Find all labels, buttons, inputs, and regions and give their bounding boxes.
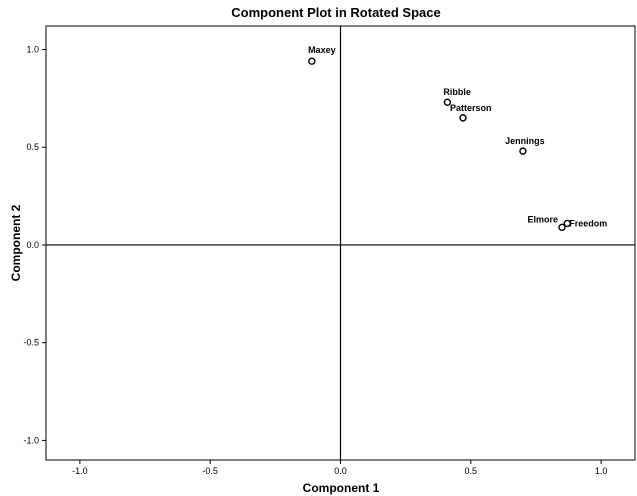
data-point-elmore (558, 223, 566, 232)
x-tick-label: -0.5 (202, 466, 218, 476)
data-point-jennings (519, 147, 527, 155)
data-points: Maxey Ribble Patterson Jennings Elmore Freedo… (308, 45, 607, 232)
x-tick-label: 0.0 (334, 466, 347, 476)
point-label-freedom: Freedom (569, 218, 607, 228)
x-tick-label: 0.5 (465, 466, 478, 476)
y-tick-label: -0.5 (23, 338, 39, 348)
point-label-jennings: Jennings (505, 136, 545, 146)
y-axis-label: Component 2 (9, 204, 23, 281)
point-label-elmore: Elmore (528, 214, 559, 224)
y-tick-label: 0.0 (26, 240, 39, 250)
x-tick-label: 1.0 (595, 466, 608, 476)
data-point-ribble (443, 98, 452, 106)
data-point-freedom (563, 219, 571, 228)
x-tick-label: -1.0 (72, 466, 88, 476)
data-point-patterson (459, 114, 467, 122)
x-axis-ticks: -1.0 -0.5 0.0 0.5 1.0 (72, 460, 607, 476)
y-tick-label: -1.0 (23, 435, 39, 445)
chart-title: Component Plot in Rotated Space (231, 5, 440, 20)
x-axis-label: Component 1 (303, 481, 380, 495)
data-point-maxey (308, 57, 316, 65)
point-label-ribble: Ribble (443, 87, 471, 97)
y-tick-label: 0.5 (26, 142, 39, 152)
y-tick-label: 1.0 (26, 44, 39, 54)
point-label-maxey: Maxey (308, 45, 336, 55)
y-axis-ticks: 1.0 0.5 0.0 -0.5 -1.0 (23, 44, 46, 445)
point-label-patterson: Patterson (450, 103, 492, 113)
